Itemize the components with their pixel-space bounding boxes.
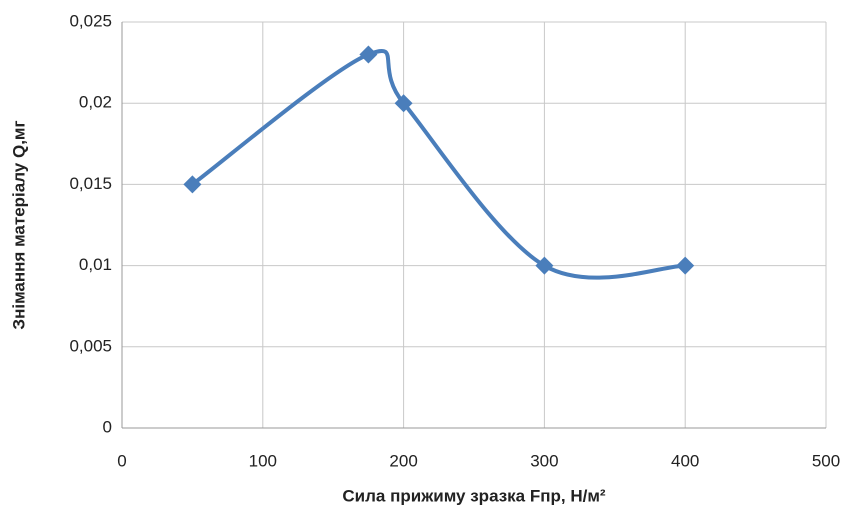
marker <box>359 45 378 64</box>
marker <box>676 256 695 275</box>
y-tick-label: 0 <box>103 417 112 436</box>
marker <box>394 94 413 113</box>
x-tick-label: 200 <box>389 451 417 470</box>
series-line <box>191 48 686 280</box>
x-tick-label: 300 <box>530 451 558 470</box>
y-tick-label: 0,005 <box>69 336 112 355</box>
x-tick-label: 500 <box>812 451 840 470</box>
x-axis-label: Сила прижиму зразка Fпр, Н/м² <box>342 486 606 505</box>
y-axis-label: Знімання матеріалу Q,мг <box>9 120 28 329</box>
y-tick-label: 0,02 <box>79 93 112 112</box>
x-tick-label: 100 <box>249 451 277 470</box>
y-tick-label: 0,01 <box>79 255 112 274</box>
y-tick-label: 0,015 <box>69 174 112 193</box>
x-tick-label: 400 <box>671 451 699 470</box>
y-tick-label: 0,025 <box>69 11 112 30</box>
marker <box>535 256 554 275</box>
x-tick-label: 0 <box>117 451 126 470</box>
marker <box>183 175 202 194</box>
